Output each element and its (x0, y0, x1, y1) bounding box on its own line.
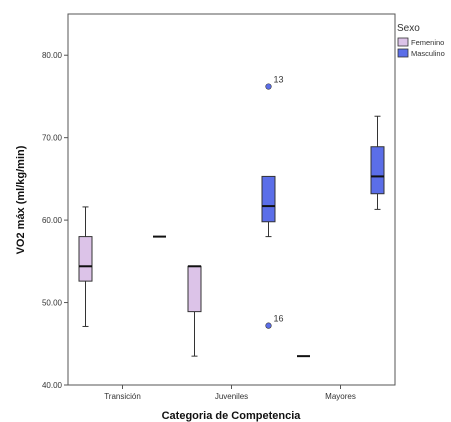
outlier-point (265, 322, 272, 329)
iqr-box (78, 236, 93, 282)
y-tick-label: 80.00 (42, 51, 63, 60)
iqr-box (187, 265, 202, 313)
x-tick-label: Juveniles (215, 392, 248, 401)
legend-swatch-femenino (397, 37, 409, 47)
legend-title: Sexo (397, 23, 420, 34)
legend: Sexo Femenino Masculino (397, 23, 445, 58)
box-group: 13 16 (78, 75, 385, 358)
y-tick-label: 60.00 (42, 216, 63, 225)
x-tick-label: Mayores (325, 392, 356, 401)
outlier-point (265, 83, 272, 90)
box-mayores-masculino (370, 115, 385, 210)
iqr-box (370, 146, 385, 195)
box-juveniles-masculino: 13 16 (261, 75, 284, 329)
legend-label-masculino: Masculino (411, 49, 445, 58)
plot-frame (67, 13, 396, 386)
box-juveniles-femenino (187, 265, 202, 357)
box-transición-femenino (78, 206, 93, 327)
y-tick-label: 40.00 (42, 381, 63, 390)
y-axis: 40.00 50.00 60.00 70.00 80.00 (42, 51, 68, 390)
outlier-label: 13 (274, 75, 284, 85)
iqr-box (261, 175, 276, 223)
y-tick-label: 50.00 (42, 299, 63, 308)
x-tick-label: Transición (104, 392, 141, 401)
x-axis: Transición Juveniles Mayores (104, 385, 356, 401)
y-tick-label: 70.00 (42, 134, 63, 143)
outlier-label: 16 (274, 314, 284, 324)
x-axis-title: Categoria de Competencia (162, 410, 302, 422)
legend-swatch-masculino (397, 48, 409, 58)
legend-label-femenino: Femenino (411, 38, 444, 47)
y-axis-title: VO2 máx (ml/kg/min) (15, 145, 27, 254)
